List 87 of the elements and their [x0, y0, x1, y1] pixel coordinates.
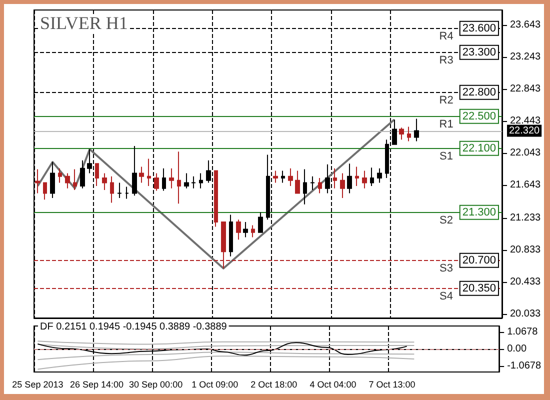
annotation: R4 [439, 30, 454, 42]
x-tick-label: 2 Oct 18:00 [250, 380, 298, 390]
x-tick-label: 30 Sep 00:00 [129, 380, 183, 390]
line-series [36, 118, 396, 270]
y-tick-label: 20.433 [510, 276, 542, 288]
candlestick [362, 170, 367, 189]
ref-line-label: 22.320 [509, 125, 540, 136]
candlestick [229, 214, 233, 257]
candlestick [65, 172, 70, 189]
y-tick-label: -1.0678 [507, 360, 542, 372]
candlestick [251, 224, 255, 238]
x-tick-label: 25 Sep 2013 [12, 380, 64, 390]
annotation: R1 [439, 118, 454, 130]
candlestick [162, 168, 166, 192]
candlestick [347, 163, 352, 194]
annotation: S2 [440, 214, 454, 226]
candlestick [125, 186, 129, 200]
ref-line-label: 22.800 [462, 86, 496, 98]
candlestick [139, 166, 144, 184]
ref-line-label: 20.350 [462, 282, 496, 294]
candlestick [377, 168, 382, 184]
candlestick [288, 168, 293, 186]
candlestick [102, 172, 107, 190]
annotation: R3 [439, 54, 454, 66]
candlestick [295, 170, 300, 194]
annotation: S1 [440, 150, 454, 162]
y-tick-label: 1.0678 [507, 326, 538, 338]
candlestick [73, 168, 77, 190]
x-tick-label: 4 Oct 04:00 [310, 380, 356, 390]
ref-line-label: 23.300 [462, 46, 496, 58]
y-tick-label: 20.833 [510, 244, 542, 256]
candlestick [110, 176, 114, 204]
candlestick [370, 167, 374, 186]
y-tick-label: 23.643 [510, 19, 542, 30]
annotation: S3 [440, 262, 454, 274]
y-tick-label: 22.443 [510, 115, 542, 126]
candlestick [281, 170, 285, 184]
candlestick [199, 172, 203, 189]
x-tick-label: 7 Oct 13:00 [368, 380, 416, 390]
candlestick [43, 182, 47, 200]
ref-line-label: 22.100 [462, 142, 496, 154]
line-series [37, 356, 415, 370]
candlestick [154, 172, 159, 192]
annotation: S4 [440, 290, 454, 302]
candlestick [340, 172, 345, 198]
candlestick [58, 168, 62, 184]
candlestick [50, 162, 55, 198]
candlestick [355, 166, 359, 186]
ref-line-label: 21.300 [462, 206, 496, 218]
candlestick [399, 127, 404, 140]
candlestick [169, 168, 174, 189]
candlestick [414, 118, 419, 142]
candlestick [243, 222, 248, 238]
y-tick-label: 0.00 [507, 344, 527, 354]
y-tick-label: 22.043 [510, 147, 542, 158]
chart-title: DF 0.2151 0.1945 -0.1945 0.3889 -0.3889 [40, 322, 228, 332]
annotation: R2 [439, 94, 454, 106]
x-tick-label: 1 Oct 09:00 [192, 380, 238, 390]
candlestick [333, 168, 337, 189]
y-tick-label: 23.243 [510, 51, 542, 62]
candlestick [214, 170, 218, 228]
candlestick [310, 176, 315, 190]
candlestick [80, 160, 85, 189]
candlestick [95, 163, 99, 186]
y-tick-label: 20.033 [510, 308, 542, 320]
candlestick [407, 126, 411, 142]
candlestick [117, 182, 122, 198]
y-tick-label: 21.233 [510, 212, 542, 224]
line-series [37, 352, 415, 360]
candlestick [236, 219, 241, 240]
candlestick [147, 158, 151, 186]
candlestick [35, 168, 40, 194]
chart-title: SILVER H1 [40, 13, 128, 33]
ref-line-label: 20.700 [462, 254, 496, 266]
candlestick [177, 151, 181, 204]
candlestick [303, 168, 307, 205]
y-tick-label: 22.843 [510, 83, 542, 94]
candlestick [191, 176, 196, 189]
candlestick [184, 172, 189, 189]
ref-line-label: 22.500 [462, 110, 496, 122]
candlestick [318, 178, 322, 194]
ref-line-label: 23.600 [462, 22, 496, 34]
candlestick [132, 146, 137, 196]
y-tick-label: 21.643 [510, 179, 542, 190]
candlestick [258, 212, 263, 233]
candlestick [273, 170, 278, 184]
x-tick-label: 26 Sep 14:00 [70, 380, 124, 390]
